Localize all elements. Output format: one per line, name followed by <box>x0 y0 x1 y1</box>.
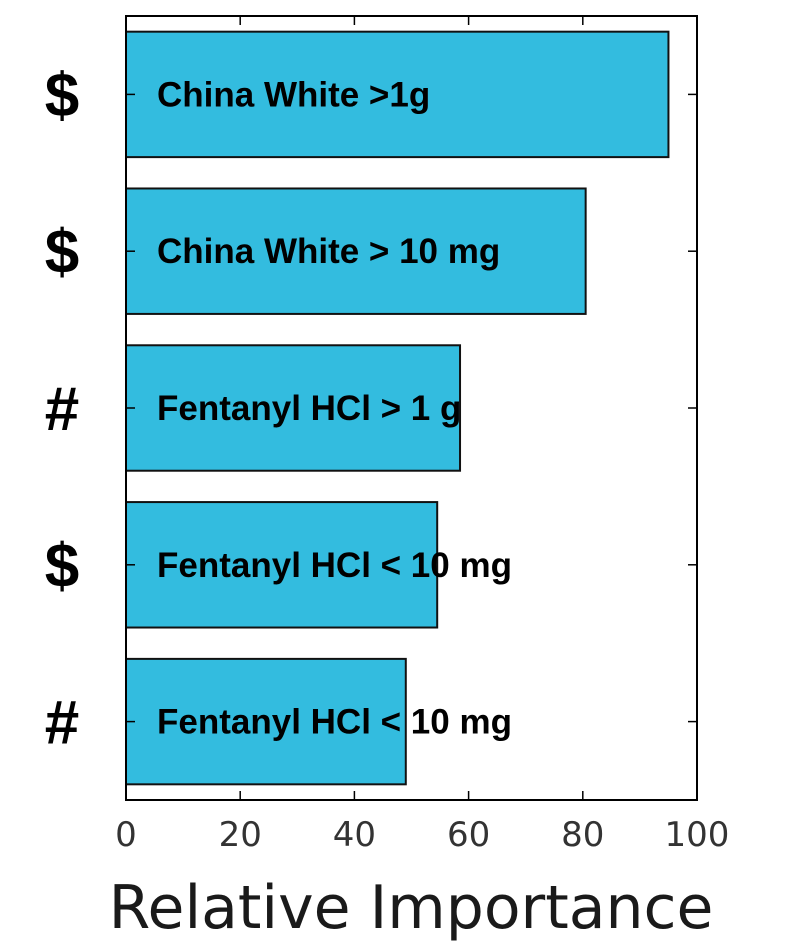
x-tick-label-40: 40 <box>333 815 376 855</box>
bar-3 <box>125 344 462 472</box>
x-tick-label-60: 60 <box>447 815 490 855</box>
row-symbol-3: # <box>45 375 79 444</box>
row-symbol-1: $ <box>45 61 79 130</box>
bar-label-3: Fentanyl HCl > 1 g <box>157 389 461 428</box>
bars <box>125 30 670 786</box>
bar-1 <box>125 30 670 159</box>
row-symbol-2: $ <box>45 218 79 287</box>
axis-ticks: 0 20 40 60 80 100 <box>115 16 729 855</box>
x-tick-label-80: 80 <box>561 815 604 855</box>
row-symbols: $ $ # $ # <box>45 61 79 757</box>
row-symbol-5: # <box>45 689 79 758</box>
x-tick-label-100: 100 <box>665 815 730 855</box>
row-symbol-4: $ <box>45 532 79 601</box>
x-tick-label-0: 0 <box>115 815 137 855</box>
bar-label-4: Fentanyl HCl < 10 mg <box>157 546 512 585</box>
bar-2 <box>125 187 587 315</box>
x-axis-title: Relative Importance <box>109 873 714 943</box>
bar-label-5: Fentanyl HCl < 10 mg <box>157 703 512 742</box>
bar-label-2: China White > 10 mg <box>157 232 500 271</box>
bar-label-1: China White >1g <box>157 75 430 114</box>
bar-labels: China White >1g China White > 10 mg Fentan… <box>157 75 512 741</box>
bar-4 <box>125 501 439 629</box>
bar-5 <box>125 657 407 786</box>
x-tick-label-20: 20 <box>219 815 262 855</box>
